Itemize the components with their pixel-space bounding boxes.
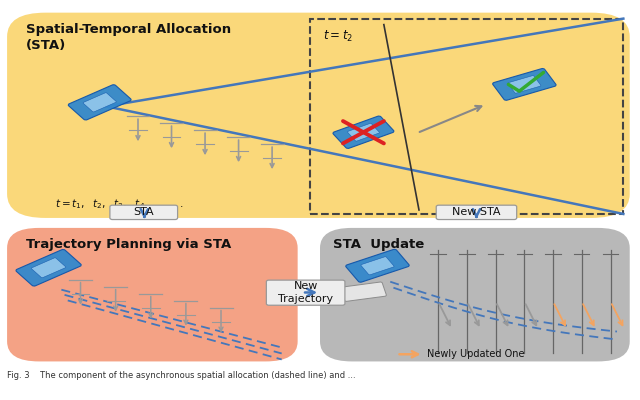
Text: Spatial-Temporal Allocation
(STA): Spatial-Temporal Allocation (STA): [26, 23, 232, 52]
Text: $t = t_1,\ \ t_2,\ \ t_3,\ \ t_4,\ ......$: $t = t_1,\ \ t_2,\ \ t_3,\ \ t_4,\ .....…: [55, 197, 184, 211]
FancyBboxPatch shape: [348, 123, 380, 141]
FancyBboxPatch shape: [340, 282, 387, 301]
FancyBboxPatch shape: [493, 68, 556, 100]
FancyBboxPatch shape: [436, 205, 516, 220]
FancyBboxPatch shape: [320, 228, 630, 362]
FancyBboxPatch shape: [110, 205, 177, 220]
Text: New
Trajectory: New Trajectory: [278, 281, 333, 304]
Text: Fig. 3    The component of the asynchronous spatial allocation (dashed line) and: Fig. 3 The component of the asynchronous…: [7, 371, 356, 380]
FancyBboxPatch shape: [346, 249, 409, 282]
FancyBboxPatch shape: [83, 93, 116, 112]
FancyBboxPatch shape: [266, 280, 345, 305]
FancyBboxPatch shape: [68, 85, 131, 120]
Text: $t = t_2$: $t = t_2$: [323, 28, 353, 44]
FancyBboxPatch shape: [333, 116, 394, 148]
FancyBboxPatch shape: [31, 258, 66, 278]
Text: STA: STA: [133, 207, 154, 217]
Text: STA  Update: STA Update: [333, 238, 424, 251]
FancyBboxPatch shape: [508, 76, 541, 93]
Text: New STA: New STA: [452, 207, 500, 217]
FancyBboxPatch shape: [7, 13, 630, 218]
FancyBboxPatch shape: [361, 257, 394, 275]
FancyBboxPatch shape: [16, 250, 81, 286]
FancyBboxPatch shape: [7, 228, 298, 362]
Text: Newly Updated One: Newly Updated One: [428, 349, 525, 359]
Text: Trajectory Planning via STA: Trajectory Planning via STA: [26, 238, 232, 251]
